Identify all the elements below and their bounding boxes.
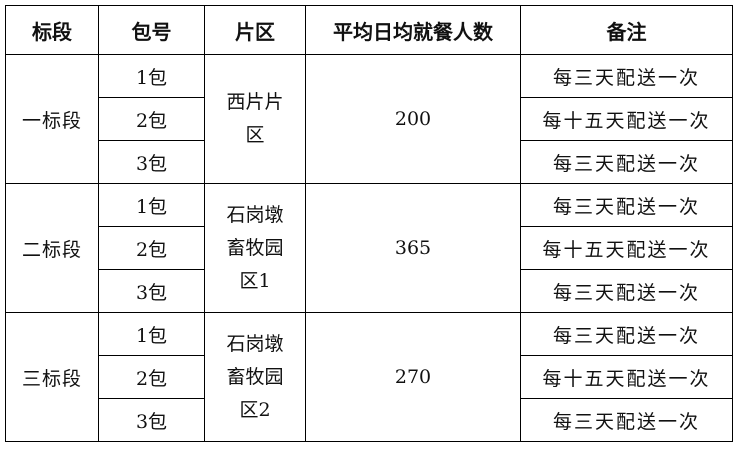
remark-cell: 每三天配送一次 [520, 140, 733, 184]
remark-cell: 每三天配送一次 [520, 54, 733, 98]
zone-label: 石岗墩畜牧园区2 [226, 332, 284, 421]
package-cell: 1包 [98, 312, 205, 356]
package-cell: 2包 [98, 355, 205, 399]
avg-diners-cell: 365 [305, 183, 521, 313]
package-cell: 2包 [98, 97, 205, 141]
header-section: 标段 [5, 5, 99, 55]
remark-cell: 每十五天配送一次 [520, 355, 733, 399]
table-row: 二标段 1包 石岗墩畜牧园区1 365 每三天配送一次 [5, 183, 733, 313]
remark-cell: 每十五天配送一次 [520, 97, 733, 141]
package-cell: 1包 [98, 183, 205, 227]
zone-cell: 西片片区 [204, 54, 306, 184]
section-cell: 一标段 [5, 54, 99, 184]
table-row: 3包 每三天配送一次 [6, 398, 733, 442]
zone-label: 石岗墩畜牧园区1 [226, 203, 284, 292]
zone-cell: 石岗墩畜牧园区1 [204, 183, 306, 313]
table-row: 一标段 1包 西片片区 200 每三天配送一次 [5, 54, 733, 184]
header-row: 标段 包号 片区 平均日均就餐人数 备注 [5, 5, 733, 55]
remark-cell: 每三天配送一次 [520, 398, 733, 442]
table-row: 3包 每三天配送一次 [6, 269, 733, 313]
avg-diners-cell: 200 [305, 54, 521, 184]
table-row: 三标段 1包 石岗墩畜牧园区2 270 每三天配送一次 [5, 312, 733, 442]
remark-cell: 每三天配送一次 [520, 183, 733, 227]
package-cell: 3包 [98, 140, 205, 184]
zone-cell: 石岗墩畜牧园区2 [204, 312, 306, 442]
package-cell: 1包 [98, 54, 205, 98]
delivery-table: 标段 包号 片区 平均日均就餐人数 备注 一标段 1包 西片片区 200 每三天配送一次… [5, 5, 733, 442]
header-avg-diners: 平均日均就餐人数 [305, 5, 521, 55]
remark-cell: 每三天配送一次 [520, 312, 733, 356]
remark-cell: 每三天配送一次 [520, 269, 733, 313]
header-package: 包号 [98, 5, 205, 55]
table-row: 2包 每十五天配送一次 [6, 97, 733, 141]
package-cell: 3包 [98, 269, 205, 313]
section-cell: 二标段 [5, 183, 99, 313]
header-zone: 片区 [204, 5, 306, 55]
package-cell: 3包 [98, 398, 205, 442]
table-row: 2包 每十五天配送一次 [6, 355, 733, 399]
remark-cell: 每十五天配送一次 [520, 226, 733, 270]
package-cell: 2包 [98, 226, 205, 270]
avg-diners-cell: 270 [305, 312, 521, 442]
table-row: 2包 每十五天配送一次 [6, 226, 733, 270]
section-cell: 三标段 [5, 312, 99, 442]
header-remark: 备注 [520, 5, 733, 55]
zone-label: 西片片区 [226, 91, 284, 146]
table-row: 3包 每三天配送一次 [6, 140, 733, 184]
